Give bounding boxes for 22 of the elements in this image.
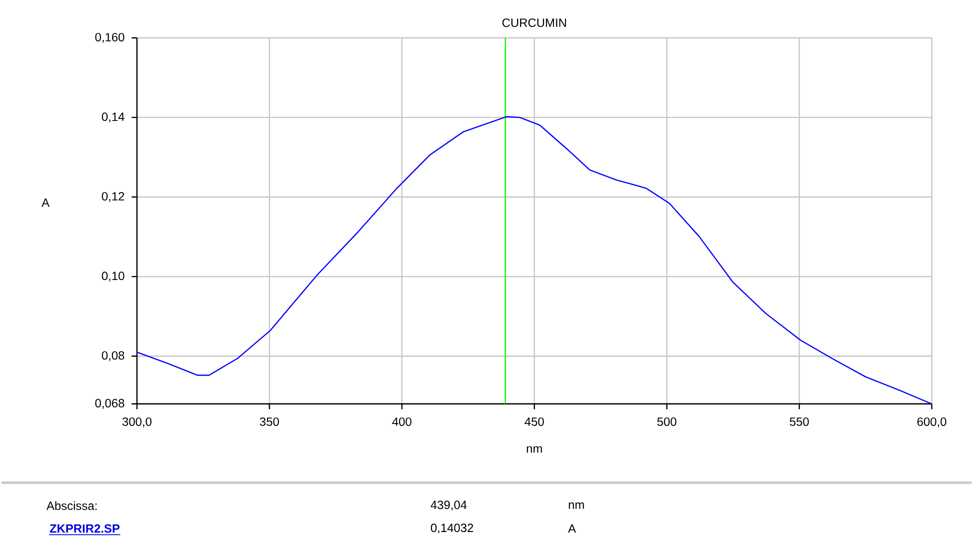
text: ZKPRIR2.SP — [50, 524, 120, 533]
x-tick-label: 400 — [392, 417, 412, 426]
x-tick-label: 500 — [657, 417, 676, 426]
y-axis-title: A — [42, 198, 50, 206]
x-tick-label: 600,0 — [917, 417, 946, 428]
x-axis-title: nm — [526, 446, 542, 452]
text: nm — [568, 502, 584, 509]
y-tick-label: 0,14 — [102, 112, 124, 122]
y-tick-label: 0,12 — [102, 192, 124, 202]
x-tick-label: 550 — [790, 417, 809, 426]
text: Abscissa: — [46, 500, 97, 510]
x-tick-label: 450 — [524, 417, 544, 426]
x-tick-label: 300,0 — [122, 417, 152, 428]
text: A — [568, 524, 576, 532]
text: 439,04 — [430, 500, 467, 510]
y-tick-label: 0,10 — [102, 271, 124, 282]
chart-title: CURCUMIN — [502, 18, 566, 27]
y-tick-label: 0,160 — [95, 32, 124, 43]
y-tick-label: 0,068 — [95, 398, 124, 409]
text: 0,14032 — [430, 523, 474, 534]
x-tick-label: 350 — [260, 417, 279, 426]
y-tick-label: 0,08 — [102, 350, 124, 361]
